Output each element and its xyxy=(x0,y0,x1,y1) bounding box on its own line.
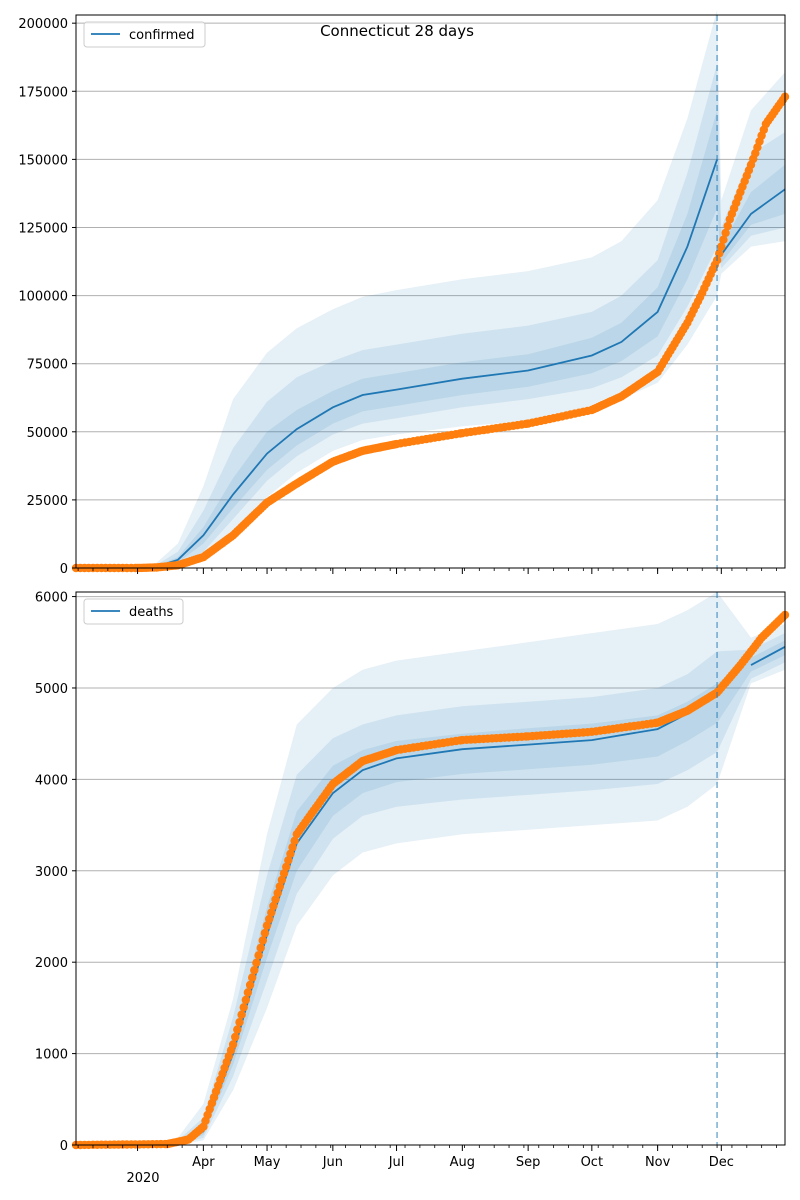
observed-point xyxy=(719,235,728,244)
x-tick-label: Jul xyxy=(388,1155,405,1170)
x-tick-label: Oct xyxy=(581,1155,603,1170)
observed-point xyxy=(228,1040,238,1049)
legend-box xyxy=(83,21,206,48)
observed-point xyxy=(260,928,270,938)
deaths-x-ticks: Apr May Jun Jul Aug Sep Oct Nov Dec xyxy=(77,1145,777,1170)
x-tick-label: Nov xyxy=(645,1155,671,1170)
observed-point xyxy=(233,1025,242,1034)
observed-point xyxy=(282,862,291,872)
deaths-model-line xyxy=(177,646,786,1145)
y-tick-label: 0 xyxy=(60,1139,68,1154)
y-tick-label: 1000 xyxy=(35,1048,68,1063)
observed-point xyxy=(267,908,276,917)
y-tick-label: 150000 xyxy=(18,153,68,168)
observed-point xyxy=(723,221,732,231)
y-tick-label: 5000 xyxy=(35,682,68,697)
deaths-legend: deaths xyxy=(83,598,184,625)
x-tick-label: Dec xyxy=(709,1155,734,1170)
observed-point xyxy=(269,901,278,911)
observed-point xyxy=(248,973,257,982)
x-tick-label: Jun xyxy=(322,1155,343,1170)
observed-point xyxy=(273,888,282,898)
y-tick-label: 3000 xyxy=(35,865,68,880)
observed-point xyxy=(284,856,293,865)
observed-point xyxy=(252,958,261,967)
x-tick-label: Apr xyxy=(192,1155,215,1170)
x-year-label: 2020 xyxy=(126,1171,159,1186)
observed-point xyxy=(237,1010,246,1019)
uncertainty-band-middle xyxy=(133,64,786,568)
observed-point xyxy=(243,988,253,997)
x-tick-label: Aug xyxy=(450,1155,475,1170)
observed-point xyxy=(239,1003,248,1012)
y-tick-label: 100000 xyxy=(18,290,68,305)
observed-point xyxy=(241,995,250,1005)
x-tick-label: Sep xyxy=(516,1155,541,1170)
observed-point xyxy=(265,914,274,924)
confirmed-axes-frame xyxy=(75,14,786,569)
y-tick-label: 50000 xyxy=(27,426,68,441)
observed-point xyxy=(288,843,297,852)
observed-point xyxy=(254,951,263,960)
observed-point xyxy=(245,980,255,990)
observed-point xyxy=(721,228,730,238)
uncertainty-band-middle xyxy=(177,633,785,1145)
observed-point xyxy=(717,242,726,251)
observed-point xyxy=(271,895,280,904)
deaths-observed-points xyxy=(71,610,790,1150)
deaths-panel: 0 1000 2000 3000 4000 5000 6000 Apr May Jun Jul Au… xyxy=(35,591,790,1186)
observed-point xyxy=(286,849,295,858)
observed-point xyxy=(279,869,289,878)
deaths-y-ticks: 0 1000 2000 3000 4000 5000 6000 xyxy=(35,591,76,1154)
observed-point xyxy=(277,875,287,885)
observed-point xyxy=(275,882,284,891)
observed-point xyxy=(256,943,265,953)
y-tick-label: 125000 xyxy=(18,221,68,236)
uncertainty-band-outer xyxy=(177,592,785,1145)
confirmed-observed-points xyxy=(71,92,790,573)
y-tick-label: 175000 xyxy=(18,85,68,100)
y-tick-label: 4000 xyxy=(35,773,68,788)
y-tick-label: 200000 xyxy=(18,17,68,32)
confirmed-panel: 0 25000 50000 75000 100000 125000 150000 175000… xyxy=(18,9,790,577)
deaths-axes-frame xyxy=(75,591,786,1146)
confirmed-bands xyxy=(133,9,786,569)
observed-point xyxy=(258,936,267,945)
observed-point xyxy=(250,966,259,975)
uncertainty-band-outer xyxy=(133,9,786,569)
y-tick-label: 2000 xyxy=(35,956,68,971)
chart-title: Connecticut 28 days xyxy=(320,22,474,40)
confirmed-legend: confirmed xyxy=(83,21,206,48)
confirmed-model-line xyxy=(133,159,786,569)
legend-label: deaths xyxy=(129,605,174,620)
observed-point xyxy=(290,836,299,845)
observed-point xyxy=(262,921,272,930)
legend-label: confirmed xyxy=(129,28,195,43)
y-tick-label: 0 xyxy=(60,562,68,577)
y-tick-label: 25000 xyxy=(27,494,68,509)
confirmed-y-ticks: 0 25000 50000 75000 100000 125000 150000 175000… xyxy=(18,17,76,577)
confirmed-x-ticks xyxy=(77,568,777,574)
y-tick-label: 75000 xyxy=(27,358,68,373)
observed-point xyxy=(231,1032,240,1042)
legend-box xyxy=(83,598,184,625)
observed-point xyxy=(235,1018,244,1027)
y-tick-label: 6000 xyxy=(35,591,68,606)
x-tick-label: May xyxy=(254,1155,281,1170)
